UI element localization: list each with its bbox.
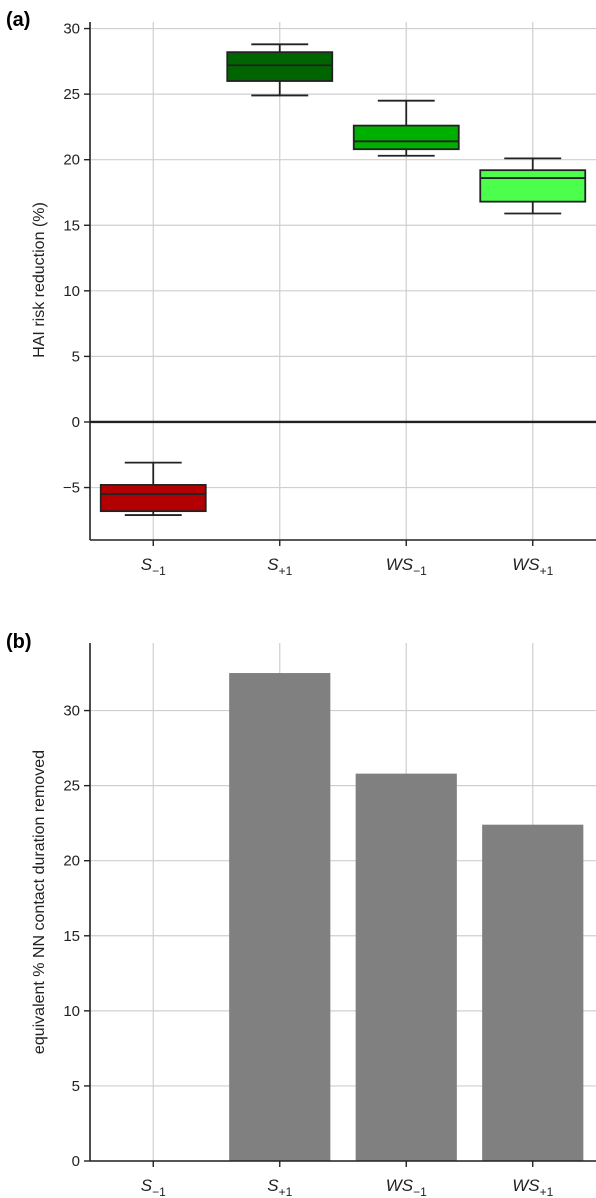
x-tick-label: S+1 xyxy=(267,1176,292,1198)
x-tick-label: WS+1 xyxy=(512,1176,553,1198)
y-tick-label: 5 xyxy=(72,1078,80,1095)
panel-a-label: (a) xyxy=(6,9,30,31)
x-tick-label: WS+1 xyxy=(512,555,553,578)
panel-a-axes: −5 0 5 10 15 20 25 30 S−1 S+1 WS−1 WS+1 xyxy=(63,21,596,578)
y-tick-label: 5 xyxy=(72,348,80,365)
box-plot xyxy=(352,99,460,157)
y-tick-label: 0 xyxy=(72,414,80,431)
box-plot xyxy=(479,157,587,215)
y-tick-label: 10 xyxy=(63,1003,80,1020)
bar xyxy=(355,773,457,1161)
x-tick-label: WS−1 xyxy=(386,555,427,578)
panel-b-bar-chart: (b) 0 5 10 15 20 25 30 S−1 S+1 WS−1 WS+1 equivalen… xyxy=(6,631,596,1198)
panel-a-box-chart: (a) −5 0 5 10 15 20 25 30 S−1 S+1 WS−1 WS+1 HAI ris… xyxy=(6,9,596,578)
bar xyxy=(229,673,331,1161)
panel-b-label: (b) xyxy=(6,631,32,653)
panel-b-y-axis-label: equivalent % NN contact duration removed xyxy=(31,750,48,1054)
y-tick-label: 25 xyxy=(63,86,80,103)
box xyxy=(226,51,334,82)
x-tick-label: WS−1 xyxy=(386,1176,427,1198)
y-tick-label: 15 xyxy=(63,928,80,945)
bar xyxy=(482,824,584,1161)
y-tick-label: 15 xyxy=(63,217,80,234)
box xyxy=(352,124,460,151)
panel-a-y-axis-label: HAI risk reduction (%) xyxy=(31,202,48,358)
x-tick-label: S−1 xyxy=(141,555,166,578)
y-tick-label: 10 xyxy=(63,283,80,300)
panel-b-axes: 0 5 10 15 20 25 30 S−1 S+1 WS−1 WS+1 xyxy=(63,643,596,1198)
y-tick-label: 20 xyxy=(63,152,80,169)
y-tick-label: 30 xyxy=(63,703,80,720)
panel-a-boxes xyxy=(90,43,596,516)
box xyxy=(99,484,207,513)
x-tick-label: S+1 xyxy=(267,555,292,578)
box-plot xyxy=(99,461,207,516)
y-tick-label: 0 xyxy=(72,1153,80,1170)
box-plot xyxy=(226,43,334,97)
y-tick-label: 20 xyxy=(63,853,80,870)
y-tick-label: 30 xyxy=(63,21,80,38)
x-tick-label: S−1 xyxy=(141,1176,166,1198)
y-tick-label: −5 xyxy=(63,480,80,497)
y-tick-label: 25 xyxy=(63,778,80,795)
box xyxy=(479,169,587,203)
panel-b-bars xyxy=(229,673,584,1161)
